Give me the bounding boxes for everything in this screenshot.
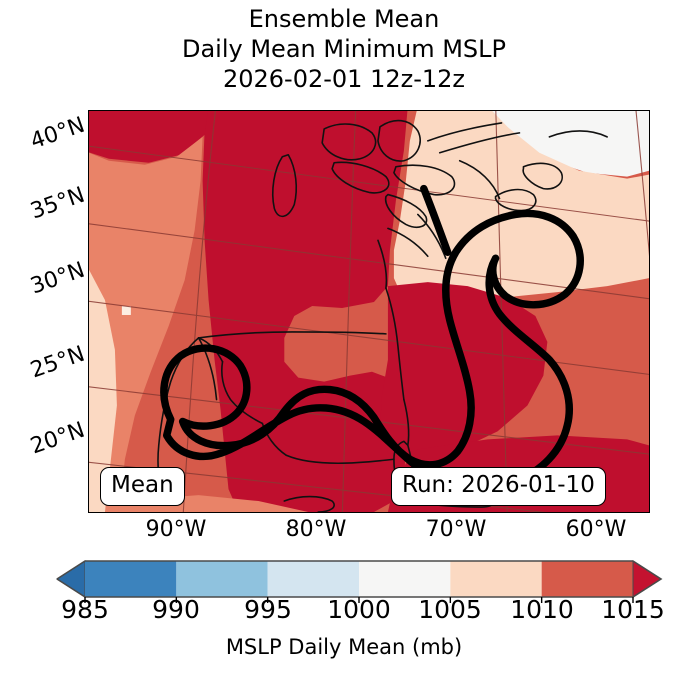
lat-label-35n: 35°N xyxy=(27,182,89,225)
lon-label-90w: 90°W xyxy=(145,517,207,542)
lon-label-70w: 70°W xyxy=(425,517,487,542)
title-line-1: Ensemble Mean xyxy=(248,5,440,33)
data-pixel-artifact xyxy=(121,306,131,315)
colorbar-tick-985: 985 xyxy=(61,595,109,624)
colorbar-swatches[interactable] xyxy=(0,557,688,617)
colorbar-tick-1015: 1015 xyxy=(601,595,665,624)
colorbar[interactable]: 985 990 995 1000 1005 1010 1015 MSLP Dai… xyxy=(0,557,688,674)
colorbar-tick-990: 990 xyxy=(152,595,200,624)
colorbar-axis-label: MSLP Daily Mean (mb) xyxy=(225,635,463,659)
colorbar-band-990-995[interactable] xyxy=(176,561,268,597)
lon-label-60w: 60°W xyxy=(565,517,627,542)
fill-band-over-1015-core xyxy=(202,111,408,512)
colorbar-tick-1010: 1010 xyxy=(510,595,574,624)
colorbar-ticks xyxy=(84,597,634,603)
map-plot-area[interactable]: Mean Run: 2026-01-10 xyxy=(88,110,650,513)
lat-label-40n: 40°N xyxy=(27,112,89,155)
fill-band-1000-1005 xyxy=(481,111,649,177)
lat-label-25n: 25°N xyxy=(27,341,89,384)
annotation-mean-box[interactable]: Mean xyxy=(100,467,185,506)
fill-band-1005-1010-far-west xyxy=(89,269,117,512)
colorbar-band-995-1000[interactable] xyxy=(267,561,359,597)
colorbar-under-arrow[interactable] xyxy=(56,560,86,598)
annotation-run-label: Run: 2026-01-10 xyxy=(402,472,595,498)
map-canvas xyxy=(89,111,649,512)
colorbar-band-1005-1010[interactable] xyxy=(450,561,542,597)
title-line-2: Daily Mean Minimum MSLP xyxy=(181,35,506,63)
page-title: Ensemble Mean Daily Mean Minimum MSLP 20… xyxy=(0,4,688,94)
colorbar-band-985-990[interactable] xyxy=(85,561,177,597)
lat-label-30n: 30°N xyxy=(27,257,89,300)
annotation-run-box[interactable]: Run: 2026-01-10 xyxy=(391,467,606,506)
colorbar-band-1000-1005[interactable] xyxy=(359,561,451,597)
colorbar-tick-1000: 1000 xyxy=(327,595,391,624)
mslp-contour-branch xyxy=(420,184,452,257)
fill-band-1005-1010-west xyxy=(89,136,203,512)
lat-label-20n: 20°N xyxy=(27,417,89,460)
colorbar-band-1010-1015[interactable] xyxy=(541,561,633,597)
lon-label-80w: 80°W xyxy=(285,517,347,542)
colorbar-tick-1005: 1005 xyxy=(418,595,482,624)
annotation-mean-label: Mean xyxy=(111,472,174,498)
title-line-3: 2026-02-01 12z-12z xyxy=(222,65,466,93)
colorbar-over-arrow[interactable] xyxy=(632,560,662,598)
colorbar-tick-995: 995 xyxy=(244,595,292,624)
